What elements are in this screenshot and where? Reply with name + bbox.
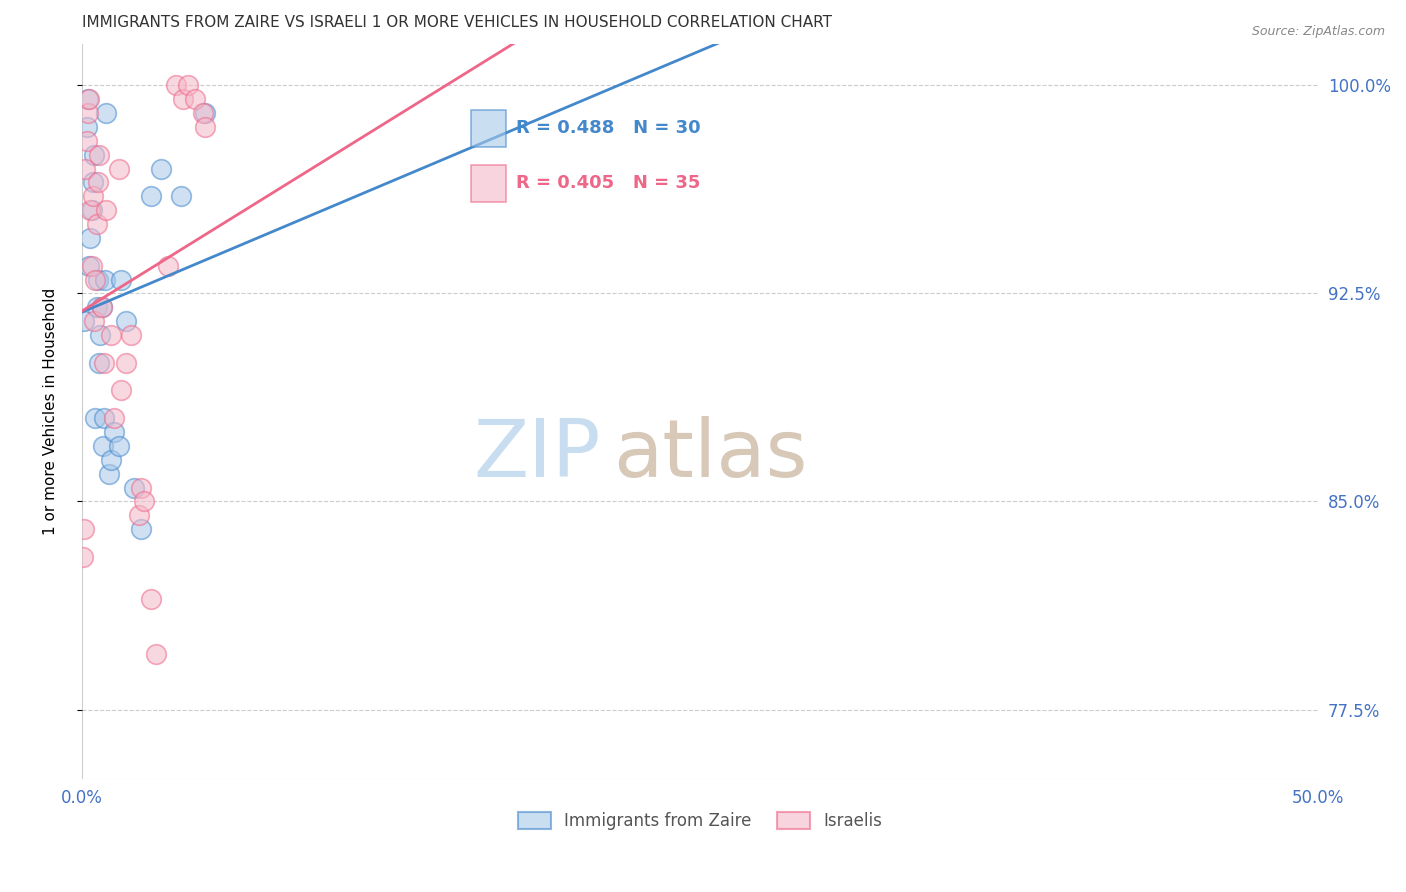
FancyBboxPatch shape [471, 165, 506, 202]
Point [94, 272, 117, 286]
Point [82, 175, 104, 189]
Point [129, 522, 152, 536]
Point [184, 92, 207, 106]
Point [73, 314, 96, 328]
Point [87, 175, 110, 189]
Point [93, 356, 115, 370]
Point [177, 78, 200, 93]
Point [77, 259, 100, 273]
Point [90, 300, 112, 314]
Point [83, 314, 105, 328]
Point [77, 92, 100, 106]
FancyBboxPatch shape [471, 110, 506, 146]
Point [115, 314, 138, 328]
Point [84, 411, 107, 425]
Point [103, 411, 125, 425]
Point [191, 106, 214, 120]
Point [194, 106, 217, 120]
Point [86, 217, 108, 231]
Point [157, 259, 180, 273]
Point [72, 549, 94, 564]
Point [73, 522, 96, 536]
Point [132, 494, 155, 508]
Point [110, 272, 132, 286]
Point [79, 203, 101, 218]
Point [115, 356, 138, 370]
Point [89, 328, 111, 343]
Text: ZIP: ZIP [474, 417, 602, 494]
Point [87, 272, 110, 286]
Point [77, 106, 100, 120]
Point [165, 78, 187, 93]
Point [172, 92, 194, 106]
Point [76, 120, 98, 134]
Point [139, 189, 162, 203]
Point [129, 481, 152, 495]
Point [194, 120, 217, 134]
Text: IMMIGRANTS FROM ZAIRE VS ISRAELI 1 OR MORE VEHICLES IN HOUSEHOLD CORRELATION CHA: IMMIGRANTS FROM ZAIRE VS ISRAELI 1 OR MO… [82, 15, 832, 30]
Text: atlas: atlas [613, 417, 808, 494]
Point [120, 328, 142, 343]
Point [149, 161, 172, 176]
Point [122, 481, 145, 495]
Point [75, 161, 97, 176]
Point [90, 300, 112, 314]
Text: R = 0.405   N = 35: R = 0.405 N = 35 [516, 174, 700, 193]
Point [80, 203, 103, 218]
Legend: Immigrants from Zaire, Israelis: Immigrants from Zaire, Israelis [510, 805, 889, 837]
Point [77, 92, 100, 106]
Point [128, 508, 150, 523]
Point [139, 591, 162, 606]
Point [97, 467, 120, 481]
Text: R = 0.488   N = 30: R = 0.488 N = 30 [516, 120, 700, 137]
Point [79, 231, 101, 245]
Point [91, 439, 114, 453]
Point [82, 189, 104, 203]
Point [84, 272, 107, 286]
Point [93, 411, 115, 425]
Point [108, 439, 131, 453]
Point [100, 453, 122, 467]
Point [76, 134, 98, 148]
Point [83, 147, 105, 161]
Point [86, 300, 108, 314]
Point [87, 147, 110, 161]
Point [100, 328, 122, 343]
Point [145, 647, 167, 661]
Point [96, 203, 118, 218]
Y-axis label: 1 or more Vehicles in Household: 1 or more Vehicles in Household [44, 287, 58, 535]
Text: Source: ZipAtlas.com: Source: ZipAtlas.com [1251, 25, 1385, 38]
Point [96, 106, 118, 120]
Point [110, 384, 132, 398]
Point [169, 189, 191, 203]
Point [108, 161, 131, 176]
Point [87, 356, 110, 370]
Point [103, 425, 125, 439]
Point [80, 259, 103, 273]
